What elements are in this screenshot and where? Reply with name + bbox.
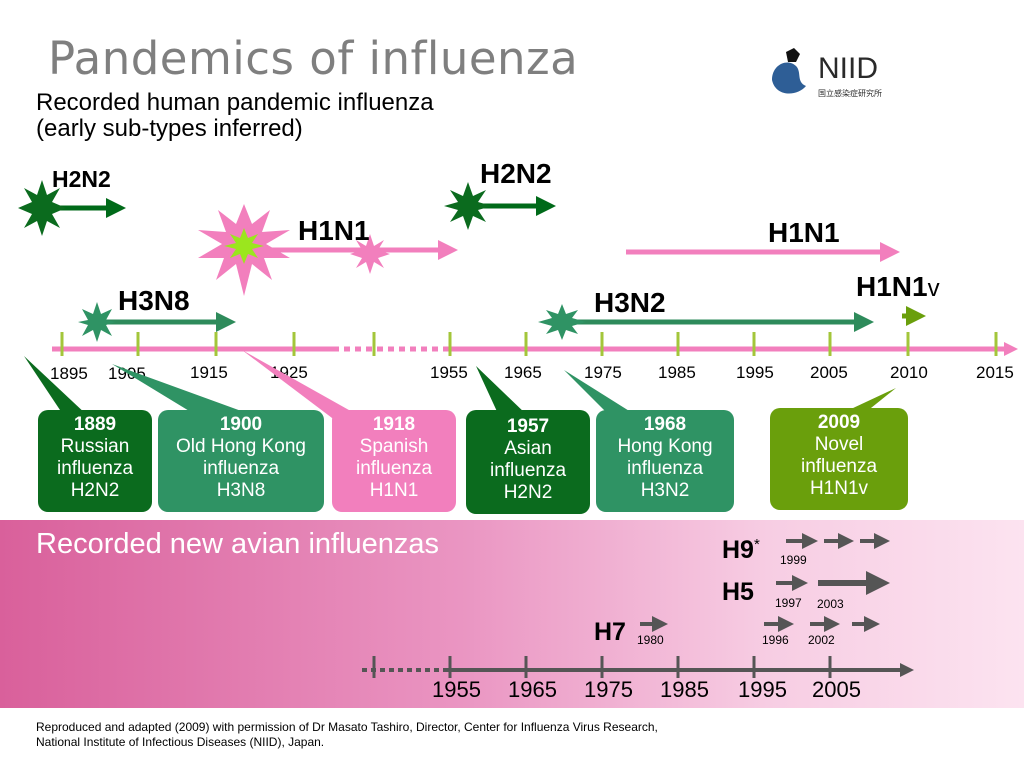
pandemic-subtype: H1N1v (809, 478, 869, 499)
pandemic-subtype: H1N1 (369, 480, 419, 501)
starburst-1957 (444, 182, 492, 230)
main-axis-tick-label: 1995 (736, 363, 774, 382)
subtype-label-h2n2-1957: H2N2 (480, 158, 552, 189)
subtitle-line-1: Recorded human pandemic influenza (36, 89, 434, 116)
pandemic-name: Old Hong Kong (176, 436, 306, 457)
main-axis-tick-label: 1965 (504, 363, 542, 382)
avian-axis-tick-label: 1975 (584, 677, 633, 702)
subtype-label-h3n8: H3N8 (118, 285, 190, 316)
subtitle-line-2: (early sub-types inferred) (36, 115, 303, 142)
subtype-label-h1n1v: H1N1v (856, 271, 940, 302)
avian-arrows (640, 533, 890, 632)
avian-year-h9-1999: 1999 (780, 553, 807, 567)
avian-year-h7-1980: 1980 (637, 633, 664, 647)
footnote-line: Reproduced and adapted (2009) with permi… (36, 720, 658, 734)
main-axis-arrowhead (1004, 342, 1018, 356)
avian-section-title: Recorded new avian influenzas (36, 528, 440, 560)
avian-axis-arrowhead (900, 663, 914, 677)
main-axis-tick-label: 1895 (50, 364, 88, 383)
pointer-1968 (564, 370, 634, 420)
main-axis-tick-label: 2015 (976, 363, 1014, 382)
pandemic-box-1889: 1889 Russian influenza H2N2 (38, 410, 152, 512)
pandemic-subtype: H3N8 (216, 480, 266, 501)
logo-shape (772, 62, 806, 94)
logo-text: NIID (818, 52, 878, 85)
pandemic-box-1968: 1968 Hong Kong influenza H3N2 (596, 410, 734, 512)
avian-year-h5-1997: 1997 (775, 596, 802, 610)
pandemic-name: Novel (814, 434, 864, 455)
pandemic-name: Asian (504, 438, 552, 459)
pointer-1889 (24, 356, 88, 416)
avian-axis-tick-label: 1955 (432, 677, 481, 702)
logo-mark (786, 48, 800, 62)
footnote-line: National Institute of Infectious Disease… (36, 735, 325, 749)
main-axis-tick-label: 1915 (190, 363, 228, 382)
pointer-1900 (112, 364, 244, 420)
starburst-1900 (78, 302, 116, 342)
pandemic-name: Spanish (359, 436, 429, 457)
avian-label-h7: H7 (594, 618, 626, 646)
avian-axis-tick-label: 2005 (812, 677, 861, 702)
main-axis-tick-label: 2010 (890, 363, 928, 382)
starburst-1918-mid (350, 234, 390, 274)
pandemic-box-1900: 1900 Old Hong Kong influenza H3N8 (158, 410, 324, 512)
logo-subtext: 国立感染症研究所 (818, 88, 882, 98)
main-axis-tick-label: 1975 (584, 363, 622, 382)
pandemic-name: influenza (626, 458, 704, 479)
pandemic-name: Hong Kong (617, 436, 713, 457)
avian-axis: 1955 1965 1975 1985 1995 2005 (362, 656, 914, 702)
subtype-label-h1n1-1977: H1N1 (768, 217, 840, 248)
subtype-label-h3n2: H3N2 (594, 287, 666, 318)
starburst-1968 (538, 304, 586, 340)
avian-section-band (0, 520, 1024, 708)
pandemic-year: 1900 (219, 414, 263, 435)
pandemic-name: Russian (60, 436, 130, 457)
subtype-label-h2n2-1889: H2N2 (52, 166, 111, 192)
pandemic-name: influenza (202, 458, 280, 479)
page-title: Pandemics of influenza (48, 32, 579, 85)
pointer-1957 (476, 366, 528, 418)
pandemic-subtype: H2N2 (70, 480, 120, 501)
avian-label-h5: H5 (722, 578, 754, 606)
starburst-1918-inner (224, 228, 264, 264)
pandemic-subtype: H3N2 (640, 480, 690, 501)
pandemic-name: influenza (800, 456, 878, 477)
avian-label-h9: H9* (722, 536, 760, 564)
pandemic-name: influenza (56, 458, 134, 479)
avian-axis-tick-label: 1965 (508, 677, 557, 702)
pandemic-box-1957: 1957 Asian influenza H2N2 (466, 410, 590, 514)
avian-year-h5-2003: 2003 (817, 597, 844, 611)
source-footnote: Reproduced and adapted (2009) with permi… (36, 720, 796, 750)
niid-logo: NIID 国立感染症研究所 (772, 48, 882, 98)
pandemic-box-2009: 2009 Novel influenza H1N1v (770, 408, 908, 510)
callout-pointers (24, 350, 896, 424)
pandemic-year: 2009 (817, 412, 861, 433)
avian-axis-tick-label: 1985 (660, 677, 709, 702)
pandemic-name: influenza (355, 458, 433, 479)
pandemic-year: 1968 (643, 414, 687, 435)
pandemic-year: 1918 (372, 414, 416, 435)
pandemic-box-1918: 1918 Spanish influenza H1N1 (332, 410, 456, 512)
main-axis-tick-label: 2005 (810, 363, 848, 382)
avian-year-h7-2002: 2002 (808, 633, 835, 647)
pandemic-starbursts (18, 180, 586, 342)
pandemic-year: 1889 (73, 414, 117, 435)
main-axis-tick-label: 1955 (430, 363, 468, 382)
main-axis: 1895 1905 1915 1925 1955 1965 1975 1985 … (50, 332, 1018, 383)
main-axis-tick-label: 1985 (658, 363, 696, 382)
avian-year-h7-1996: 1996 (762, 633, 789, 647)
subtype-label-h1n1-1918: H1N1 (298, 215, 370, 246)
pandemic-subtype: H2N2 (503, 482, 553, 503)
pandemic-year: 1957 (506, 416, 550, 437)
avian-axis-tick-label: 1995 (738, 677, 787, 702)
starburst-1889 (18, 180, 66, 236)
pointer-1918 (242, 350, 356, 424)
pandemic-name: influenza (489, 460, 567, 481)
